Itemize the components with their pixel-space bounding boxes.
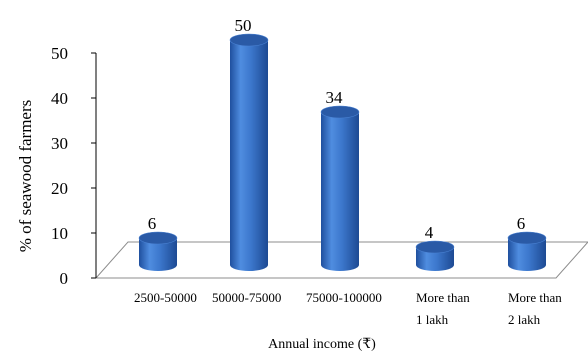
y-axis-title: % of seawood farmers xyxy=(16,100,35,252)
chart-floor xyxy=(94,241,588,279)
bar-body xyxy=(508,238,546,271)
value-label: 6 xyxy=(517,214,526,233)
category-label: 50000-75000 xyxy=(212,290,281,305)
bar-body xyxy=(230,40,268,271)
y-tick-label: 0 xyxy=(60,269,69,288)
x-axis-title: Annual income (₹) xyxy=(268,337,376,352)
category-label: 75000-100000 xyxy=(306,290,382,305)
bar xyxy=(229,33,269,271)
category-label: 2500-50000 xyxy=(134,290,197,305)
bar xyxy=(320,105,360,271)
bar xyxy=(507,231,547,271)
bar-body xyxy=(416,247,454,271)
bar-top xyxy=(507,231,547,245)
bar-top xyxy=(320,105,360,119)
bar xyxy=(138,231,178,271)
y-tick-label: 40 xyxy=(51,89,68,108)
bar-top xyxy=(138,231,178,245)
bar-top xyxy=(415,240,455,254)
floor-plane xyxy=(94,241,588,279)
y-tick-label: 10 xyxy=(51,224,68,243)
bars-group xyxy=(138,33,547,271)
value-label: 50 xyxy=(235,16,252,35)
category-label: More than 2 lakh xyxy=(508,290,562,327)
bar-body xyxy=(321,112,359,271)
y-axis: 0 10 20 30 40 50 xyxy=(51,44,97,288)
bar xyxy=(415,240,455,271)
labels-group: 6 2500-50000 50 50000-75000 34 75000-100000 4 M… xyxy=(134,16,562,327)
value-label: 4 xyxy=(425,223,434,242)
bar-body xyxy=(139,238,177,271)
bar-top xyxy=(229,33,269,47)
value-label: 34 xyxy=(326,88,344,107)
y-tick-label: 20 xyxy=(51,179,68,198)
y-tick-label: 50 xyxy=(51,44,68,63)
category-label: More than 1 lakh xyxy=(416,290,470,327)
value-label: 6 xyxy=(148,214,157,233)
y-tick-label: 30 xyxy=(51,134,68,153)
